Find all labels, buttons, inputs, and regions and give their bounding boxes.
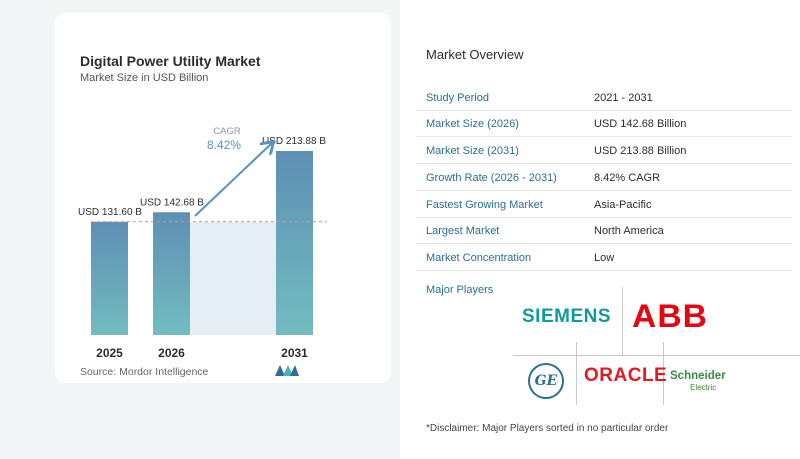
- overview-row-fastest-growing: Fastest Growing Market Asia-Pacific: [416, 192, 792, 218]
- overview-title: Market Overview: [426, 47, 524, 62]
- market-overview-panel: Market Overview Study Period 2021 - 2031…: [400, 0, 800, 459]
- bar-2025: [91, 221, 128, 335]
- cagr-value: 8.42%: [207, 138, 241, 152]
- ge-logo: GE: [528, 363, 564, 399]
- overview-row-study-period: Study Period 2021 - 2031: [416, 85, 792, 111]
- row-label: Growth Rate (2026 - 2031): [426, 172, 557, 184]
- cagr-label: CAGR: [213, 126, 241, 137]
- overview-row-growth-rate: Growth Rate (2026 - 2031) 8.42% CAGR: [416, 165, 792, 191]
- siemens-logo: SIEMENS: [522, 306, 612, 327]
- source-note: Source: Mordor Intelligence: [80, 366, 209, 378]
- row-label: Largest Market: [426, 225, 500, 237]
- x-tick-2025: 2025: [96, 346, 123, 360]
- major-players-title: Major Players: [426, 284, 494, 296]
- abb-logo: ABB: [632, 298, 708, 334]
- data-label-2025: USD 131.60 B: [78, 207, 142, 218]
- schneider-logo-sub: Electric: [690, 383, 717, 392]
- row-value: North America: [594, 225, 664, 237]
- row-label: Fastest Growing Market: [426, 199, 543, 211]
- divider: [576, 342, 577, 405]
- row-value: 8.42% CAGR: [594, 172, 661, 184]
- chart-subtitle: Market Size in USD Billion: [80, 72, 209, 84]
- row-value: 2021 - 2031: [594, 92, 653, 104]
- row-label: Study Period: [426, 92, 489, 104]
- data-label-2031: USD 213.88 B: [262, 136, 326, 147]
- bar-2026: [153, 212, 190, 335]
- divider: [513, 355, 800, 356]
- data-label-2026: USD 142.68 B: [140, 197, 204, 208]
- x-tick-2026: 2026: [158, 346, 185, 360]
- overview-row-market-concentration: Market Concentration Low: [416, 245, 792, 271]
- disclaimer: *Disclaimer: Major Players sorted in no …: [426, 423, 669, 434]
- row-value: Asia-Pacific: [594, 199, 652, 211]
- row-label: Market Size (2031): [426, 145, 519, 157]
- schneider-logo: Schneider: [670, 370, 726, 382]
- divider: [622, 287, 623, 355]
- x-tick-2031: 2031: [281, 346, 308, 360]
- reference-area: [190, 221, 276, 335]
- row-value: USD 213.88 Billion: [594, 145, 687, 157]
- row-value: Low: [594, 252, 615, 264]
- overview-row-market-size-2031: Market Size (2031) USD 213.88 Billion: [416, 138, 792, 164]
- row-label: Market Size (2026): [426, 118, 519, 130]
- overview-row-market-size-2026: Market Size (2026) USD 142.68 Billion: [416, 111, 792, 137]
- mordor-logo-icon: [275, 365, 299, 376]
- divider: [663, 342, 664, 405]
- bar-2031: [276, 151, 313, 335]
- oracle-logo: ORACLE: [584, 365, 668, 386]
- row-label: Market Concentration: [426, 252, 532, 264]
- cagr-arrow: [194, 143, 272, 217]
- row-value: USD 142.68 Billion: [594, 118, 687, 130]
- chart-card: Digital Power Utility Market Market Size…: [55, 13, 391, 383]
- chart-title: Digital Power Utility Market: [80, 53, 261, 69]
- overview-row-largest-market: Largest Market North America: [416, 218, 792, 244]
